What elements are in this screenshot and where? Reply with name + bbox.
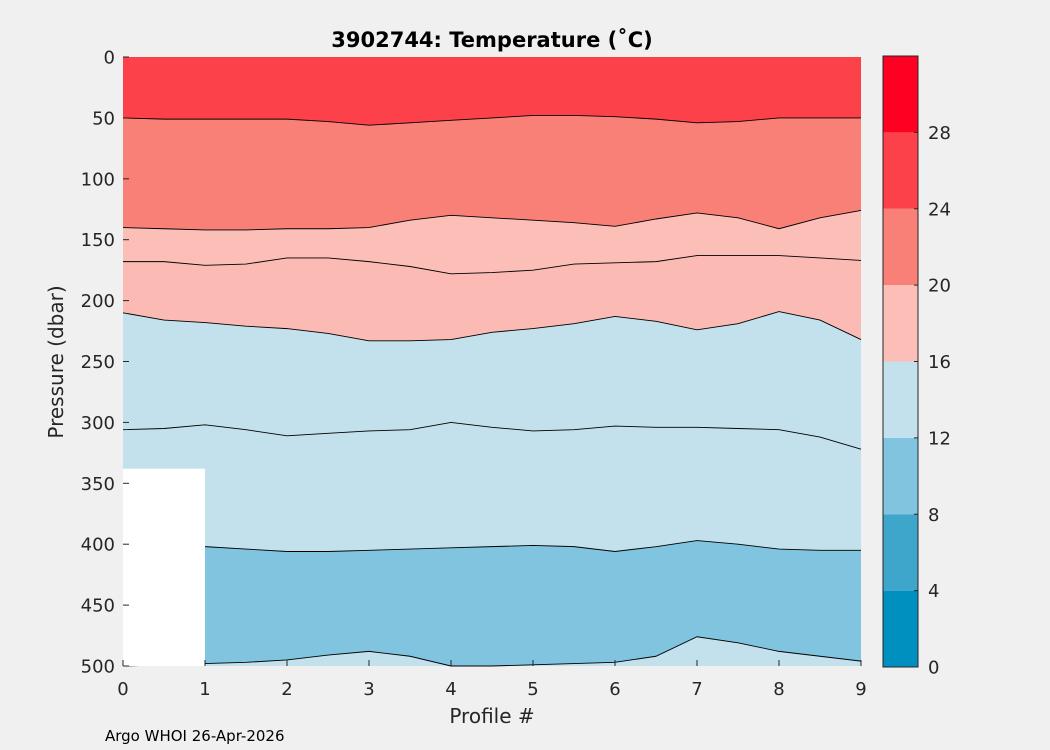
y-tick-label: 100 [81,169,115,190]
y-tick-label: 500 [81,657,115,678]
y-tick-label: 250 [81,352,115,373]
colorbar-segment [883,208,918,286]
colorbar-tick-label: 4 [928,581,939,602]
x-tick-label: 9 [855,679,866,700]
colorbar-segment [883,56,918,133]
y-tick-label: 50 [92,108,115,129]
colorbar-tick-label: 16 [928,352,951,373]
chart-title: 3902744: Temperature (˚C) [331,28,652,52]
no-data-region [123,468,205,666]
colorbar-tick-label: 24 [928,199,951,220]
colorbar-tick-label: 8 [928,505,939,526]
colorbar-segment [883,514,918,591]
isotherm-20 [122,210,862,231]
colorbar-segment [883,437,918,515]
x-tick-label: 1 [199,679,210,700]
contour-lines [122,115,862,667]
isotherm-16 [122,311,862,342]
colorbar-tick-label: 0 [928,658,939,679]
colorbar-segment [883,590,918,667]
colorbar-segment [883,132,918,209]
x-axis-ticks: 0 1 2 3 4 5 6 7 8 9 [117,660,867,700]
y-tick-label: 300 [81,413,115,434]
temperature-band-above_24 [123,57,861,126]
y-tick-label: 150 [81,230,115,251]
isotherm-12 [122,538,861,552]
y-axis-label: Pressure (dbar) [44,285,68,438]
footer-credit: Argo WHOI 26-Apr-2026 [105,727,285,745]
x-tick-label: 2 [281,679,292,700]
temperature-band-16_18 [123,255,861,341]
y-tick-label: 400 [81,535,115,556]
temperature-band-20_24 [123,115,861,230]
x-tick-label: 5 [527,679,538,700]
x-tick-label: 4 [445,679,456,700]
y-tick-label: 0 [104,48,115,69]
contour-bands [123,57,861,666]
y-tick-label: 200 [81,291,115,312]
x-tick-label: 8 [773,679,784,700]
colorbar-tick-label: 20 [928,276,951,297]
y-axis-ticks: 0 50 100 150 200 250 300 350 400 450 500 [81,48,129,678]
y-tick-label: 450 [81,596,115,617]
colorbar-segment [883,285,918,362]
temperature-band-below_10 [123,636,861,666]
x-tick-label: 6 [609,679,620,700]
isotherm-18 [123,255,862,275]
colorbar-segment [883,361,918,438]
isotherm-14 [122,421,862,450]
x-tick-label: 7 [691,679,702,700]
temperature-band-12_14 [123,422,861,552]
colorbar-tick-label: 12 [928,428,951,449]
x-axis-label: Profile # [449,704,534,728]
y-tick-label: 350 [81,474,115,495]
plot-area [122,57,862,667]
temperature-band-10_12 [123,539,861,666]
x-tick-label: 0 [117,679,128,700]
x-tick-label: 3 [363,679,374,700]
colorbar-tick-label: 28 [928,123,951,144]
temperature-band-14_16 [123,311,861,450]
isotherm-24 [122,115,861,126]
isotherm-10 [122,636,862,667]
colorbar: 0 4 8 12 16 20 24 28 [882,55,951,679]
